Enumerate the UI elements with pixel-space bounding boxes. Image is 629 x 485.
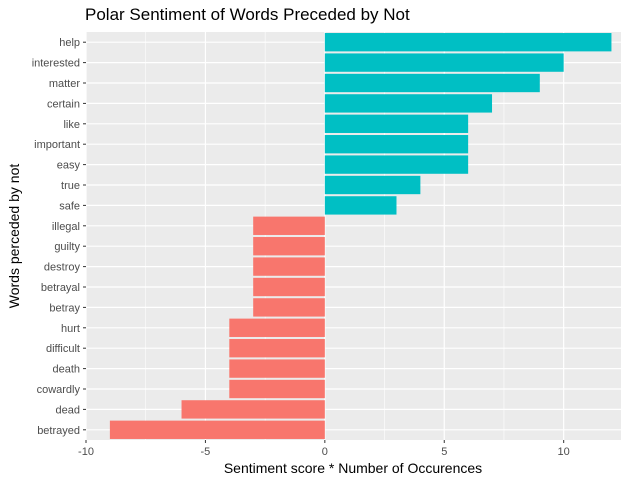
bar-hurt <box>229 318 325 337</box>
bar-true <box>324 175 421 195</box>
y-tick-label: interested <box>32 58 80 70</box>
y-tick-label: like <box>63 119 80 131</box>
y-tick-label: cowardly <box>37 384 81 396</box>
bar-interested <box>324 53 564 72</box>
y-tick-label: death <box>52 364 80 376</box>
y-tick-label: safe <box>59 200 80 212</box>
bar-easy <box>324 155 469 174</box>
x-tick-label: -5 <box>201 446 211 458</box>
bar-difficult <box>229 339 325 358</box>
bar-destroy <box>253 257 325 276</box>
plot-panel <box>86 32 621 440</box>
y-tick-label: dead <box>56 404 80 416</box>
bar-cowardly <box>229 379 325 399</box>
y-tick-label: betray <box>49 302 80 314</box>
y-tick-label: guilty <box>54 241 80 253</box>
y-tick-label: easy <box>57 160 81 172</box>
bar-matter <box>324 73 540 93</box>
y-tick-label: hurt <box>61 323 80 335</box>
y-tick-label: important <box>34 139 80 151</box>
chart-title: Polar Sentiment of Words Preceded by Not <box>85 5 410 24</box>
x-axis-ticks: -10 -5 0 5 10 <box>78 440 570 458</box>
y-axis-title: Words perceded by not <box>6 164 22 309</box>
bar-safe <box>324 196 397 215</box>
x-tick-label: 5 <box>441 446 447 458</box>
bar-betrayed <box>109 420 325 439</box>
x-axis-title: Sentiment score * Number of Occurences <box>224 460 482 476</box>
y-tick-label: betrayal <box>41 282 80 294</box>
bars <box>109 33 612 439</box>
y-tick-label: certain <box>47 98 80 110</box>
y-tick-label: destroy <box>44 262 81 274</box>
bar-illegal <box>253 216 325 235</box>
bar-guilty <box>253 237 325 256</box>
bar-like <box>324 114 469 133</box>
bar-certain <box>324 94 493 113</box>
y-tick-label: illegal <box>52 221 80 233</box>
y-axis-ticks: help interested matter certain like important… <box>32 37 86 437</box>
x-tick-label: -10 <box>78 446 94 458</box>
y-tick-label: true <box>61 180 80 192</box>
bar-betrayal <box>253 277 325 297</box>
y-tick-label: difficult <box>46 343 80 355</box>
bar-death <box>229 359 325 378</box>
y-tick-label: betrayed <box>37 425 80 437</box>
x-tick-label: 0 <box>322 446 328 458</box>
bar-betray <box>253 298 325 317</box>
x-tick-label: 10 <box>558 446 570 458</box>
y-tick-label: help <box>59 37 80 49</box>
y-tick-label: matter <box>49 78 81 90</box>
bar-help <box>324 33 612 52</box>
bar-important <box>324 135 469 154</box>
bar-dead <box>181 400 325 419</box>
